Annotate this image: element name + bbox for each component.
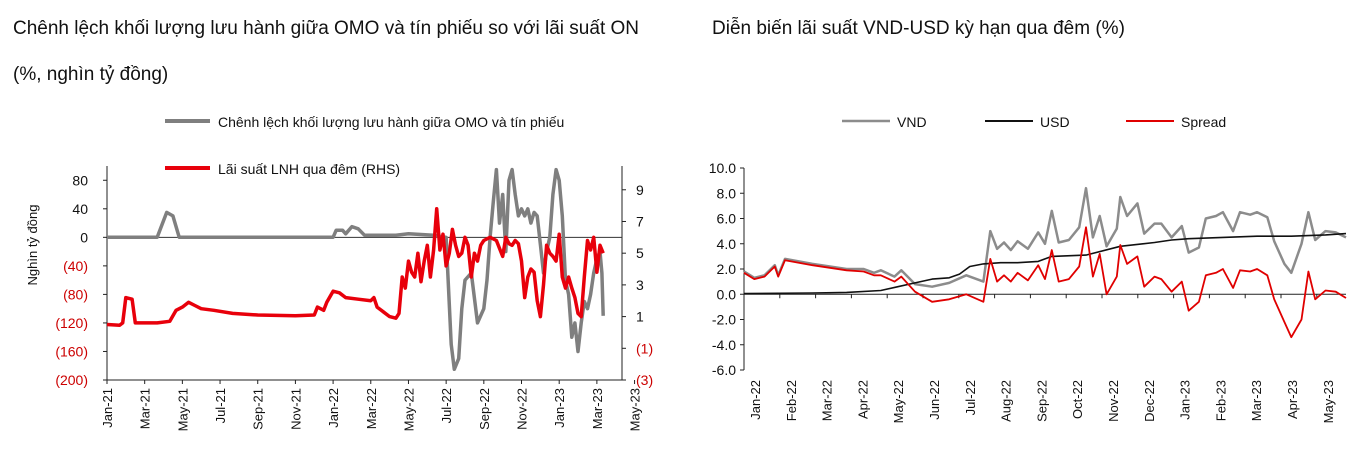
x-tick-label: May-23 bbox=[628, 388, 643, 431]
x-tick-label: Apr-22 bbox=[855, 380, 870, 419]
x-tick-label: Jan-22 bbox=[748, 380, 763, 420]
y-tick-label: -2.0 bbox=[712, 312, 736, 328]
x-tick-label: Feb-22 bbox=[784, 380, 799, 421]
left-chart-title: Chênh lệch khối lượng lưu hành giữa OMO … bbox=[13, 18, 639, 39]
legend-label-spread: Spread bbox=[1181, 114, 1226, 130]
y-tick-label: 10.0 bbox=[709, 160, 736, 176]
right-y-tick-label: 7 bbox=[636, 213, 644, 229]
y-tick-label: 8.0 bbox=[717, 185, 737, 201]
x-tick-label: Feb-23 bbox=[1213, 380, 1228, 421]
x-tick-label: Dec-22 bbox=[1142, 380, 1157, 422]
legend-label-rate: Lãi suất LNH qua đêm (RHS) bbox=[218, 161, 400, 177]
x-tick-label: Sep-22 bbox=[1034, 380, 1049, 422]
y-axis-label: Nghìn tỷ đồng bbox=[25, 205, 40, 286]
left-chart-subtitle: (%, nghìn tỷ đồng) bbox=[13, 64, 169, 85]
series-line-rate bbox=[106, 207, 605, 328]
left-y-tick-label: 0 bbox=[80, 229, 88, 245]
x-tick-label: Mar-23 bbox=[590, 388, 605, 429]
series-line-spread bbox=[743, 226, 1347, 339]
x-tick-label: Mar-22 bbox=[820, 380, 835, 421]
x-tick-label: Jan-21 bbox=[100, 388, 115, 428]
series-line-vnd bbox=[743, 186, 1347, 288]
legend-label-vnd: VND bbox=[897, 114, 927, 130]
x-tick-label: Aug-22 bbox=[999, 380, 1014, 422]
right-y-tick-label: 9 bbox=[636, 182, 644, 198]
left-y-tick-label: (200) bbox=[55, 372, 88, 388]
x-tick-label: Jul-22 bbox=[963, 380, 978, 415]
x-tick-label: Mar-23 bbox=[1249, 380, 1264, 421]
right-y-tick-label: 1 bbox=[636, 309, 644, 325]
left-y-tick-label: (40) bbox=[63, 258, 88, 274]
legend-label-usd: USD bbox=[1040, 114, 1070, 130]
right-y-tick-label: (1) bbox=[636, 340, 653, 356]
x-tick-label: Nov-22 bbox=[1106, 380, 1121, 422]
x-tick-label: May-22 bbox=[891, 380, 906, 423]
series-line-usd bbox=[743, 232, 1347, 295]
series-line-gap bbox=[107, 167, 605, 372]
y-tick-label: 2.0 bbox=[717, 261, 737, 277]
x-tick-label: Oct-22 bbox=[1070, 380, 1085, 419]
x-tick-label: Nov-22 bbox=[515, 388, 530, 430]
y-tick-label: 4.0 bbox=[717, 236, 737, 252]
x-tick-label: Mar-21 bbox=[138, 388, 153, 429]
legend-label-gap: Chênh lệch khối lượng lưu hành giữa OMO … bbox=[218, 114, 564, 130]
right-y-tick-label: 3 bbox=[636, 277, 644, 293]
x-tick-label: Jan-23 bbox=[552, 388, 567, 428]
x-tick-label: Jul-21 bbox=[213, 388, 228, 423]
left-y-tick-label: (80) bbox=[63, 286, 88, 302]
left-y-tick-label: 80 bbox=[72, 172, 88, 188]
x-tick-label: May-21 bbox=[175, 388, 190, 431]
x-tick-label: Jul-22 bbox=[439, 388, 454, 423]
left-y-tick-label: 40 bbox=[72, 201, 88, 217]
y-tick-label: -6.0 bbox=[712, 362, 736, 378]
left-y-tick-label: (160) bbox=[55, 343, 88, 359]
left-y-tick-label: (120) bbox=[55, 315, 88, 331]
x-tick-label: Apr-23 bbox=[1285, 380, 1300, 419]
right-y-tick-label: (3) bbox=[636, 372, 653, 388]
x-tick-label: Jun-22 bbox=[927, 380, 942, 420]
x-tick-label: Nov-21 bbox=[288, 388, 303, 430]
right-chart-title: Diễn biến lãi suất VND-USD kỳ hạn qua đê… bbox=[712, 18, 1125, 39]
x-tick-label: Jan-22 bbox=[326, 388, 341, 428]
x-tick-label: May-22 bbox=[401, 388, 416, 431]
left-chart: Chênh lệch khối lượng lưu hành giữa OMO … bbox=[25, 114, 653, 431]
x-tick-label: Sep-21 bbox=[251, 388, 266, 430]
right-y-tick-label: 5 bbox=[636, 245, 644, 261]
y-tick-label: 6.0 bbox=[717, 211, 737, 227]
y-tick-label: 0.0 bbox=[717, 286, 737, 302]
x-tick-label: Mar-22 bbox=[364, 388, 379, 429]
x-tick-label: May-23 bbox=[1321, 380, 1336, 423]
y-tick-label: -4.0 bbox=[712, 337, 736, 353]
x-tick-label: Sep-22 bbox=[477, 388, 492, 430]
x-tick-label: Jan-23 bbox=[1178, 380, 1193, 420]
